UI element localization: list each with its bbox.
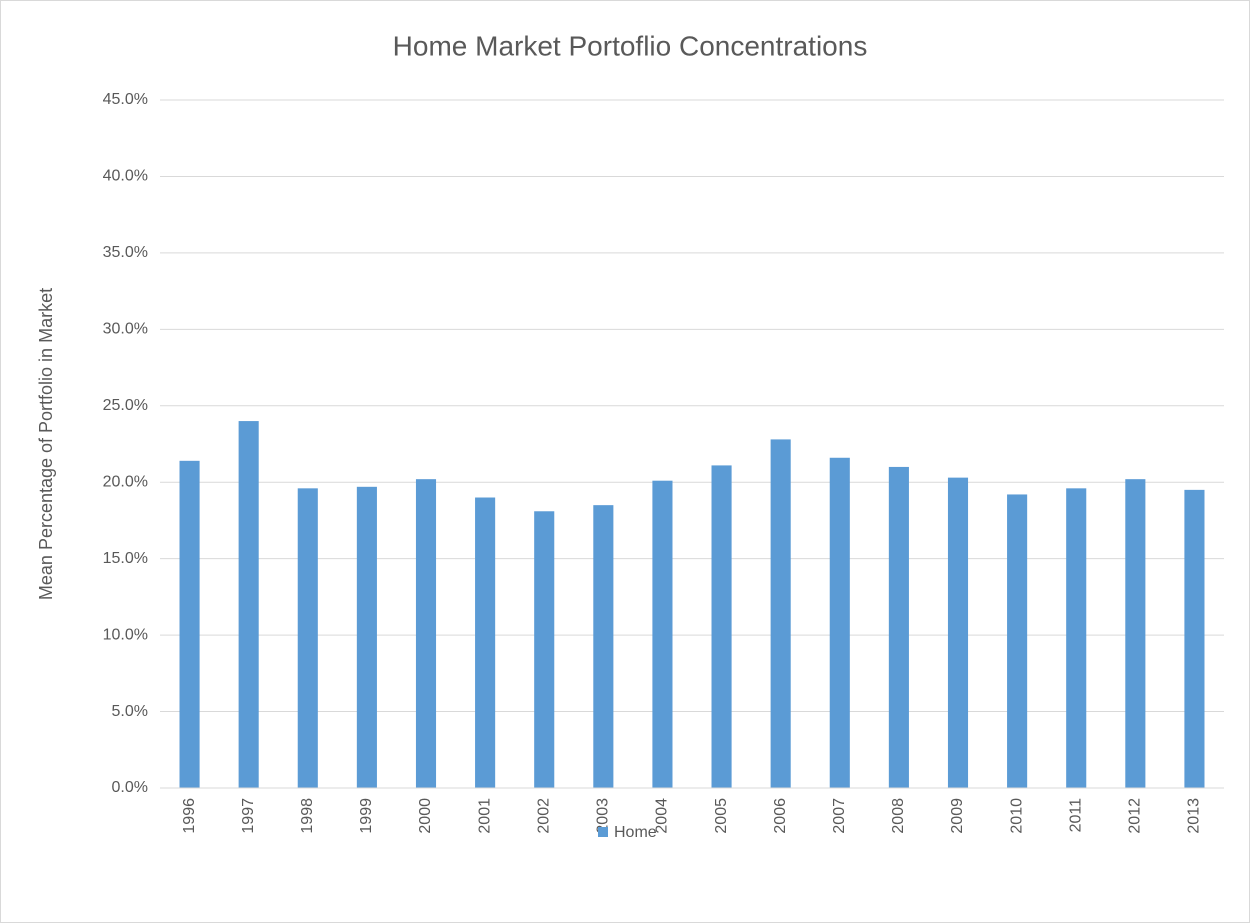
x-tick-label: 2010 [1008,798,1025,834]
bar [1007,494,1028,788]
bar [475,497,496,788]
x-tick-label: 2004 [654,798,671,834]
bar [652,480,673,788]
x-tick-label: 2000 [417,798,434,834]
y-tick-label: 5.0% [112,703,148,720]
x-tick-label: 2002 [535,798,552,834]
bar [711,465,732,788]
x-tick-label: 2013 [1186,798,1203,834]
y-tick-label: 20.0% [103,473,148,490]
bar [947,477,969,788]
x-tick-label: 2009 [949,798,966,834]
bar [238,421,259,788]
bar [1125,479,1146,788]
legend-swatch [598,827,608,837]
y-tick-label: 40.0% [103,168,148,185]
x-tick-label: 2006 [772,798,789,834]
chart-title: Home Market Portoflio Concentrations [393,30,868,61]
x-tick-label: 2003 [595,798,612,834]
x-tick-label: 2012 [1127,798,1144,834]
y-tick-label: 25.0% [103,397,148,414]
x-tick-label: 1998 [299,798,316,834]
y-tick-label: 30.0% [103,321,148,338]
x-tick-label: 1999 [358,798,375,834]
y-axis-label: Mean Percentage of Portfolio in Market [36,288,56,600]
legend-label: Home [614,824,657,841]
bar [356,486,377,788]
bar [829,457,850,788]
bar [415,479,437,788]
bar [179,460,200,788]
y-tick-label: 10.0% [103,626,148,643]
y-tick-label: 35.0% [103,244,148,261]
bar [1184,489,1205,788]
y-tick-label: 15.0% [103,550,148,567]
x-tick-label: 2011 [1067,798,1084,833]
bar [534,511,555,788]
x-tick-label: 2001 [476,798,493,834]
bar [770,439,791,788]
y-tick-label: 0.0% [112,779,148,796]
bar [888,466,909,788]
bar [1066,488,1087,788]
x-tick-label: 1997 [240,798,257,834]
y-tick-label: 45.0% [103,91,148,108]
x-tick-label: 2005 [713,798,730,834]
x-tick-label: 1996 [181,798,198,834]
bar [593,505,614,788]
bar [297,488,318,788]
x-tick-label: 2008 [890,798,907,834]
x-tick-label: 2007 [831,798,848,834]
